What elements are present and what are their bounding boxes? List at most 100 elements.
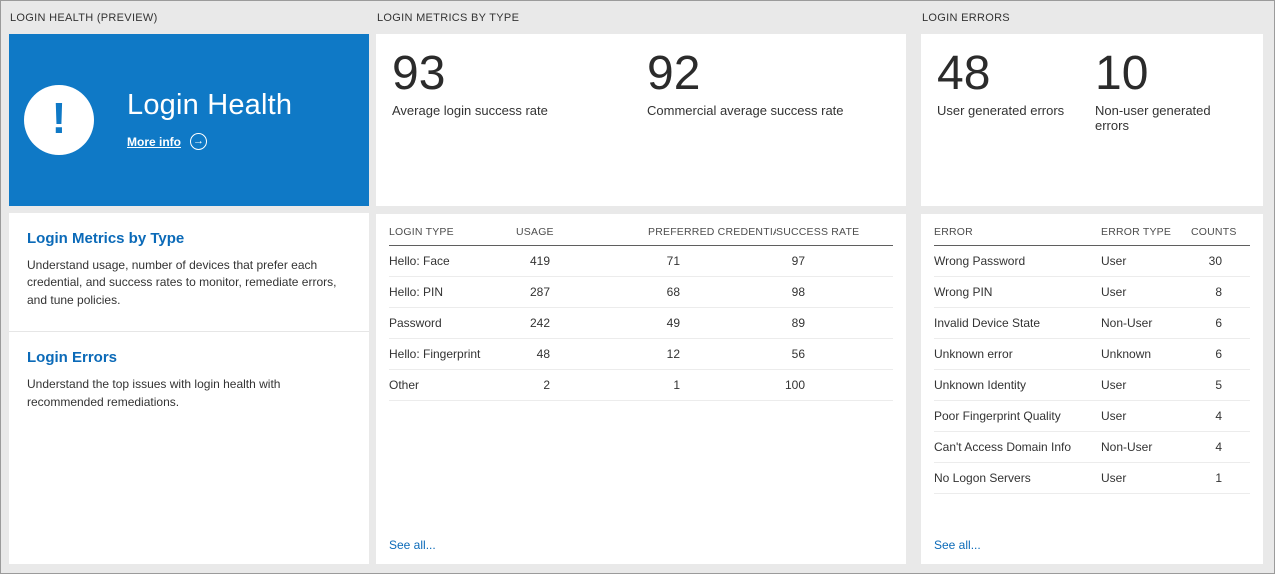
column-header: ERROR bbox=[934, 216, 1101, 246]
stat-label: Commercial average success rate bbox=[647, 103, 844, 119]
stat-user-generated-errors: 48 User generated errors bbox=[937, 46, 1095, 194]
table-cell: Invalid Device State bbox=[934, 307, 1101, 339]
more-info-label: More info bbox=[127, 134, 181, 149]
table-cell: 71 bbox=[648, 245, 776, 277]
errors-table-card: ERROR ERROR TYPE COUNTS Wrong Password User… bbox=[921, 214, 1263, 564]
table-cell: Other bbox=[389, 369, 516, 401]
hero-text: Login Health More info → bbox=[127, 89, 292, 151]
table-header-row: LOGIN TYPE USAGE PREFERRED CREDENTIAL SUCCE… bbox=[389, 216, 893, 246]
table-row[interactable]: Password 242 49 89 bbox=[389, 307, 893, 339]
table-cell: 98 bbox=[776, 276, 893, 308]
column-header: USAGE bbox=[516, 216, 648, 246]
table-row[interactable]: Other 2 1 100 bbox=[389, 369, 893, 401]
column-header: COUNTS bbox=[1191, 216, 1250, 246]
more-info-link[interactable]: More info → bbox=[127, 133, 207, 151]
table-cell: Non-User bbox=[1101, 307, 1191, 339]
table-cell: Wrong Password bbox=[934, 245, 1101, 277]
table-row[interactable]: Unknown Identity User 5 bbox=[934, 369, 1250, 401]
table-cell: 49 bbox=[648, 307, 776, 339]
arrow-right-icon: → bbox=[190, 133, 207, 151]
table-cell: Unknown bbox=[1101, 338, 1191, 370]
section-title-login-metrics[interactable]: Login Metrics by Type bbox=[27, 230, 185, 247]
table-cell: 48 bbox=[516, 338, 648, 370]
column-header-login-health: LOGIN HEALTH (PREVIEW) bbox=[10, 11, 158, 24]
stat-label: Non-user generated errors bbox=[1095, 103, 1211, 134]
column-header: ERROR TYPE bbox=[1101, 216, 1191, 246]
stat-label: Average login success rate bbox=[392, 103, 548, 119]
see-all-link[interactable]: See all... bbox=[934, 538, 981, 552]
stat-non-user-generated-errors: 10 Non-user generated errors bbox=[1095, 46, 1225, 194]
table-cell: 6 bbox=[1191, 338, 1250, 370]
section-description-login-metrics: Understand usage, number of devices that… bbox=[27, 258, 337, 307]
login-errors-table: ERROR ERROR TYPE COUNTS Wrong Password User… bbox=[934, 216, 1250, 494]
table-cell: User bbox=[1101, 369, 1191, 401]
table-row[interactable]: Can't Access Domain Info Non-User 4 bbox=[934, 431, 1250, 463]
stat-value: 93 bbox=[392, 47, 446, 100]
alert-icon: ! bbox=[24, 85, 94, 155]
table-row[interactable]: Hello: Fingerprint 48 12 56 bbox=[389, 338, 893, 370]
table-row[interactable]: Poor Fingerprint Quality User 4 bbox=[934, 400, 1250, 432]
table-cell: 419 bbox=[516, 245, 648, 277]
column-login-health: LOGIN HEALTH (PREVIEW) ! Login Health Mo… bbox=[9, 1, 369, 564]
table-cell: 100 bbox=[776, 369, 893, 401]
table-row[interactable]: Hello: Face 419 71 97 bbox=[389, 245, 893, 277]
stat-average-success-rate: 93 Average login success rate bbox=[392, 46, 647, 194]
hero-title: Login Health bbox=[127, 89, 293, 122]
table-header-row: ERROR ERROR TYPE COUNTS bbox=[934, 216, 1250, 246]
section-login-metrics: Login Metrics by Type Understand usage, … bbox=[9, 213, 369, 331]
table-row[interactable]: Unknown error Unknown 6 bbox=[934, 338, 1250, 370]
column-login-errors: LOGIN ERRORS 48 User generated errors 10… bbox=[921, 1, 1263, 564]
table-cell: 30 bbox=[1191, 245, 1250, 277]
stat-value: 48 bbox=[937, 47, 991, 100]
table-cell: 97 bbox=[776, 245, 893, 277]
table-row[interactable]: Wrong Password User 30 bbox=[934, 245, 1250, 277]
stat-label: User generated errors bbox=[937, 103, 1065, 119]
table-cell: 68 bbox=[648, 276, 776, 308]
table-cell: User bbox=[1101, 462, 1191, 494]
column-header-login-errors: LOGIN ERRORS bbox=[922, 11, 1010, 24]
table-cell: 12 bbox=[648, 338, 776, 370]
stat-value: 92 bbox=[647, 47, 701, 100]
column-header-login-metrics: LOGIN METRICS BY TYPE bbox=[377, 11, 520, 24]
table-cell: User bbox=[1101, 400, 1191, 432]
errors-stats-card: 48 User generated errors 10 Non-user gen… bbox=[921, 34, 1263, 206]
table-row[interactable]: Hello: PIN 287 68 98 bbox=[389, 276, 893, 308]
alert-icon-glyph: ! bbox=[51, 94, 67, 143]
stat-value: 10 bbox=[1095, 47, 1149, 100]
column-header: PREFERRED CREDENTIAL bbox=[648, 216, 776, 246]
table-cell: 56 bbox=[776, 338, 893, 370]
table-row[interactable]: Wrong PIN User 8 bbox=[934, 276, 1250, 308]
table-cell: 5 bbox=[1191, 369, 1250, 401]
table-cell: 6 bbox=[1191, 307, 1250, 339]
login-metrics-table: LOGIN TYPE USAGE PREFERRED CREDENTIAL SUCCE… bbox=[389, 216, 893, 401]
table-cell: 8 bbox=[1191, 276, 1250, 308]
table-cell: Poor Fingerprint Quality bbox=[934, 400, 1101, 432]
table-cell: Password bbox=[389, 307, 516, 339]
table-cell: 1 bbox=[1191, 462, 1250, 494]
table-cell: 287 bbox=[516, 276, 648, 308]
table-row[interactable]: No Logon Servers User 1 bbox=[934, 462, 1250, 494]
description-card: Login Metrics by Type Understand usage, … bbox=[9, 213, 369, 564]
table-cell: 4 bbox=[1191, 400, 1250, 432]
section-description-login-errors: Understand the top issues with login hea… bbox=[27, 377, 281, 409]
table-cell: User bbox=[1101, 276, 1191, 308]
table-cell: Unknown error bbox=[934, 338, 1101, 370]
stat-commercial-success-rate: 92 Commercial average success rate bbox=[647, 46, 844, 194]
login-health-tile[interactable]: ! Login Health More info → bbox=[9, 34, 369, 206]
section-title-login-errors[interactable]: Login Errors bbox=[27, 349, 118, 367]
table-row[interactable]: Invalid Device State Non-User 6 bbox=[934, 307, 1250, 339]
table-cell: Can't Access Domain Info bbox=[934, 431, 1101, 463]
table-cell: Wrong PIN bbox=[934, 276, 1101, 308]
table-cell: 242 bbox=[516, 307, 648, 339]
column-header: LOGIN TYPE bbox=[389, 216, 516, 246]
table-cell: Hello: Face bbox=[389, 245, 516, 277]
see-all-link[interactable]: See all... bbox=[389, 538, 436, 552]
table-cell: Hello: Fingerprint bbox=[389, 338, 516, 370]
table-cell: Non-User bbox=[1101, 431, 1191, 463]
table-cell: 89 bbox=[776, 307, 893, 339]
metrics-table-card: LOGIN TYPE USAGE PREFERRED CREDENTIAL SUCCE… bbox=[376, 214, 906, 564]
table-cell: No Logon Servers bbox=[934, 462, 1101, 494]
table-cell: 4 bbox=[1191, 431, 1250, 463]
section-login-errors: Login Errors Understand the top issues w… bbox=[9, 331, 369, 433]
